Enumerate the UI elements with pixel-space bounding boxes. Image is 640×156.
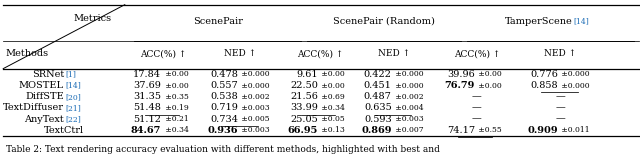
Text: 37.69: 37.69 xyxy=(133,81,161,90)
Text: AnyText: AnyText xyxy=(24,115,64,124)
Text: ACC(%) ↑: ACC(%) ↑ xyxy=(140,49,186,58)
Text: ACC(%) ↑: ACC(%) ↑ xyxy=(297,49,343,58)
Text: —: — xyxy=(472,92,482,101)
Text: 74.17: 74.17 xyxy=(447,126,475,135)
Text: 39.96: 39.96 xyxy=(447,70,475,79)
Text: 0.557: 0.557 xyxy=(211,81,238,90)
Text: —: — xyxy=(472,115,482,124)
Text: —: — xyxy=(555,92,565,101)
Text: —: — xyxy=(555,103,565,112)
Text: 0.776: 0.776 xyxy=(530,70,558,79)
Text: ±0.000: ±0.000 xyxy=(239,71,270,78)
Text: [21]: [21] xyxy=(65,104,81,112)
Text: ScenePair: ScenePair xyxy=(193,17,243,26)
Text: Table 2: Text rendering accuracy evaluation with different methods, highlighted : Table 2: Text rendering accuracy evaluat… xyxy=(6,145,440,154)
Text: 0.593: 0.593 xyxy=(364,115,392,124)
Text: ±0.000: ±0.000 xyxy=(559,71,590,78)
Text: Metrics: Metrics xyxy=(74,14,112,23)
Text: ±0.69: ±0.69 xyxy=(319,93,345,101)
Text: 0.909: 0.909 xyxy=(527,126,558,135)
Text: ±0.00: ±0.00 xyxy=(163,82,188,90)
Text: ±0.002: ±0.002 xyxy=(239,93,270,101)
Text: ±0.002: ±0.002 xyxy=(393,93,424,101)
Text: ScenePair (Random): ScenePair (Random) xyxy=(333,17,435,26)
Text: ±0.21: ±0.21 xyxy=(163,115,188,123)
Text: 9.61: 9.61 xyxy=(296,70,318,79)
Text: ±0.55: ±0.55 xyxy=(476,126,502,134)
Text: ±0.00: ±0.00 xyxy=(319,71,345,78)
Text: ±0.00: ±0.00 xyxy=(476,71,502,78)
Text: MOSTEL: MOSTEL xyxy=(19,81,64,90)
Text: 22.50: 22.50 xyxy=(290,81,318,90)
Text: 0.869: 0.869 xyxy=(361,126,392,135)
Text: ±0.007: ±0.007 xyxy=(393,126,424,134)
Text: ±0.004: ±0.004 xyxy=(393,104,424,112)
Text: 17.84: 17.84 xyxy=(133,70,161,79)
Text: ±0.35: ±0.35 xyxy=(163,93,188,101)
Text: 0.635: 0.635 xyxy=(364,103,392,112)
Text: 25.05: 25.05 xyxy=(291,115,318,124)
Text: ±0.003: ±0.003 xyxy=(393,115,424,123)
Text: TamperScene: TamperScene xyxy=(505,17,573,26)
Text: [20]: [20] xyxy=(65,93,81,101)
Text: ±0.34: ±0.34 xyxy=(163,126,188,134)
Text: 0.478: 0.478 xyxy=(210,70,238,79)
Text: NED ↑: NED ↑ xyxy=(378,49,410,58)
Text: [14]: [14] xyxy=(65,82,81,90)
Text: TextDiffuser: TextDiffuser xyxy=(3,103,64,112)
Text: 84.67: 84.67 xyxy=(131,126,161,135)
Text: 66.95: 66.95 xyxy=(288,126,318,135)
Text: ±0.005: ±0.005 xyxy=(239,115,270,123)
Text: ACC(%) ↑: ACC(%) ↑ xyxy=(454,49,500,58)
Text: 51.12: 51.12 xyxy=(133,115,161,124)
Text: [14]: [14] xyxy=(573,17,589,25)
Text: [22]: [22] xyxy=(65,115,81,123)
Text: DiffSTE: DiffSTE xyxy=(25,92,64,101)
Text: 0.422: 0.422 xyxy=(364,70,392,79)
Text: ±0.13: ±0.13 xyxy=(319,126,345,134)
Text: TextCtrl: TextCtrl xyxy=(44,126,84,135)
Text: ±0.05: ±0.05 xyxy=(319,115,345,123)
Text: 76.79: 76.79 xyxy=(445,81,475,90)
Text: ±0.000: ±0.000 xyxy=(393,71,424,78)
Text: ±0.34: ±0.34 xyxy=(319,104,345,112)
Text: ±0.000: ±0.000 xyxy=(559,82,590,90)
Text: —: — xyxy=(555,115,565,124)
Text: SRNet: SRNet xyxy=(32,70,64,79)
Text: ±0.19: ±0.19 xyxy=(163,104,188,112)
Text: 0.538: 0.538 xyxy=(211,92,238,101)
Text: ±0.011: ±0.011 xyxy=(559,126,590,134)
Text: 21.56: 21.56 xyxy=(290,92,318,101)
Text: NED ↑: NED ↑ xyxy=(224,49,256,58)
Text: 0.936: 0.936 xyxy=(207,126,238,135)
Text: Methods: Methods xyxy=(5,49,48,58)
Text: ±0.00: ±0.00 xyxy=(476,82,502,90)
Text: —: — xyxy=(472,103,482,112)
Text: ±0.000: ±0.000 xyxy=(393,82,424,90)
Text: 0.734: 0.734 xyxy=(210,115,238,124)
Text: ±0.003: ±0.003 xyxy=(239,104,270,112)
Text: ±0.00: ±0.00 xyxy=(163,71,188,78)
Text: 31.35: 31.35 xyxy=(133,92,161,101)
Text: 0.487: 0.487 xyxy=(364,92,392,101)
Text: ±0.00: ±0.00 xyxy=(319,82,345,90)
Text: 33.99: 33.99 xyxy=(290,103,318,112)
Text: 51.48: 51.48 xyxy=(133,103,161,112)
Text: 0.858: 0.858 xyxy=(531,81,558,90)
Text: ±0.003: ±0.003 xyxy=(239,126,270,134)
Text: ±0.000: ±0.000 xyxy=(239,82,270,90)
Text: [1]: [1] xyxy=(65,71,76,78)
Text: 0.719: 0.719 xyxy=(210,103,238,112)
Text: 0.451: 0.451 xyxy=(364,81,392,90)
Text: NED ↑: NED ↑ xyxy=(544,49,576,58)
